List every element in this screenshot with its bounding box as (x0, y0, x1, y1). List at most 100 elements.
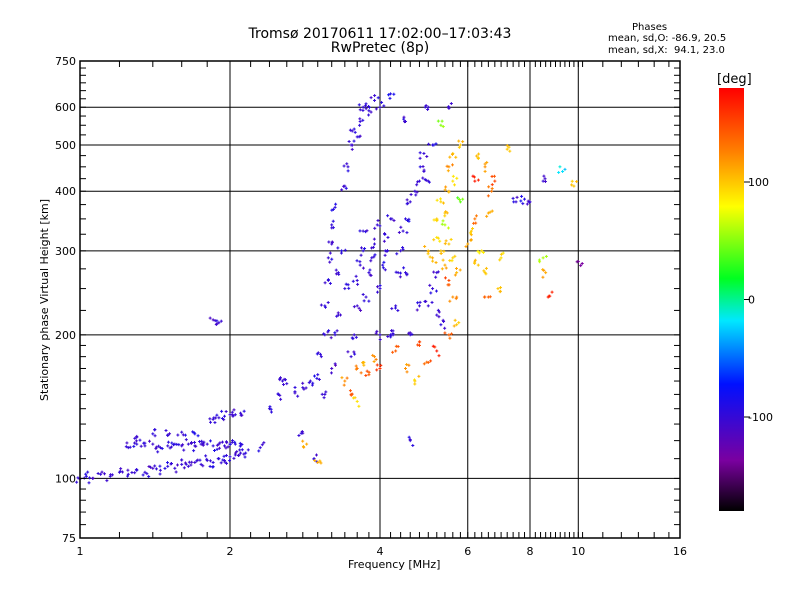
data-point (383, 268, 387, 272)
data-point (378, 287, 382, 291)
data-point (158, 464, 162, 468)
data-point (124, 445, 128, 449)
data-point (205, 442, 209, 446)
data-point (238, 444, 242, 448)
data-point (437, 310, 441, 314)
data-point (426, 105, 430, 109)
data-point (211, 444, 215, 448)
data-point (511, 196, 515, 200)
data-point (405, 198, 409, 202)
data-point (417, 340, 421, 344)
data-point (499, 252, 503, 256)
data-point (441, 219, 445, 223)
data-point (563, 167, 567, 171)
data-point (297, 434, 301, 438)
data-point (196, 434, 200, 438)
data-point (425, 360, 429, 364)
data-point (334, 272, 338, 276)
data-point (443, 214, 447, 218)
data-point (469, 238, 473, 242)
data-point (402, 117, 406, 121)
data-point (413, 378, 417, 382)
data-point (477, 251, 481, 255)
data-point (422, 168, 426, 172)
data-point (371, 353, 375, 357)
x-axis-label: Frequency [MHz] (348, 558, 440, 571)
data-point (358, 123, 362, 127)
data-point (201, 464, 205, 468)
data-point (180, 458, 184, 462)
data-point (228, 455, 232, 459)
data-point (208, 316, 212, 320)
data-point (88, 476, 92, 480)
data-point (166, 440, 170, 444)
data-point (232, 456, 236, 460)
data-point (443, 242, 447, 246)
data-point (180, 430, 184, 434)
data-point (307, 381, 311, 385)
data-point (488, 210, 492, 214)
data-point (182, 466, 186, 470)
data-point (391, 350, 395, 354)
data-point (355, 304, 359, 308)
data-point (236, 453, 240, 457)
data-point (378, 105, 382, 109)
data-point (233, 413, 237, 417)
data-point (439, 200, 443, 204)
data-point (396, 345, 400, 349)
data-point (435, 349, 439, 353)
data-point (328, 281, 332, 285)
data-point (436, 119, 440, 123)
data-point (426, 304, 430, 308)
data-point (407, 219, 411, 223)
data-point (224, 446, 228, 450)
data-point (126, 468, 130, 472)
data-point (354, 364, 358, 368)
data-point (394, 349, 398, 353)
data-point (350, 129, 354, 133)
data-point (445, 211, 449, 215)
data-point (340, 188, 344, 192)
data-point (350, 147, 354, 151)
data-point (413, 189, 417, 193)
data-point (319, 303, 323, 307)
data-point (238, 441, 242, 445)
data-point (133, 441, 137, 445)
data-point (160, 447, 164, 451)
data-point (320, 392, 324, 396)
data-point (401, 229, 405, 233)
data-point (482, 269, 486, 273)
data-point (224, 453, 228, 457)
data-point (330, 257, 334, 261)
data-point (232, 408, 236, 412)
data-point (427, 180, 431, 184)
data-point (435, 198, 439, 202)
data-point (508, 149, 512, 153)
data-point (429, 291, 433, 295)
data-point (183, 461, 187, 465)
data-point (186, 464, 190, 468)
data-point (443, 263, 447, 267)
data-point (428, 283, 432, 287)
data-point (490, 187, 494, 191)
data-point (173, 466, 177, 470)
data-point (326, 301, 330, 305)
data-point (151, 432, 155, 436)
data-point (447, 278, 451, 282)
data-point (548, 294, 552, 298)
data-point (134, 468, 138, 472)
data-point (319, 355, 323, 359)
data-point (354, 274, 358, 278)
data-point (177, 443, 181, 447)
data-point (351, 279, 355, 283)
x-tick-label: 8 (527, 545, 534, 558)
data-point (223, 444, 227, 448)
data-point (455, 176, 459, 180)
data-point (434, 261, 438, 265)
data-point (133, 471, 137, 475)
data-point (143, 470, 147, 474)
data-point (296, 394, 300, 398)
data-point (211, 465, 215, 469)
data-point (447, 190, 451, 194)
data-point (361, 249, 365, 253)
